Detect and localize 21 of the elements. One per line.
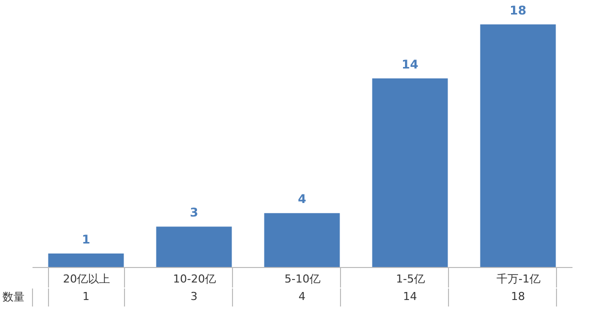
bar [372, 78, 448, 267]
text: 18 [510, 3, 526, 18]
bar [264, 213, 340, 267]
data-label: 18 [511, 290, 525, 303]
data-label: 3 [190, 290, 198, 303]
annotation: 1 [82, 232, 90, 247]
bar [156, 226, 232, 267]
annotation: 4 [298, 192, 306, 206]
text: 数量 [2, 290, 24, 304]
annotation: 14 [402, 57, 418, 72]
data-label: 1 [82, 290, 90, 303]
x-tick-label: 1-5亿 [396, 272, 425, 286]
x-tick-label: 10-20亿 [173, 272, 216, 286]
annotation: 3 [190, 206, 198, 220]
bar [48, 254, 124, 267]
x-tick-label: 20亿以上 [63, 272, 110, 286]
x-tick-label: 千万-1亿 [496, 272, 540, 286]
data-label: 14 [403, 290, 417, 303]
data-label: 4 [298, 290, 306, 303]
x-tick-label: 5-10亿 [284, 272, 320, 286]
bar [480, 24, 556, 267]
